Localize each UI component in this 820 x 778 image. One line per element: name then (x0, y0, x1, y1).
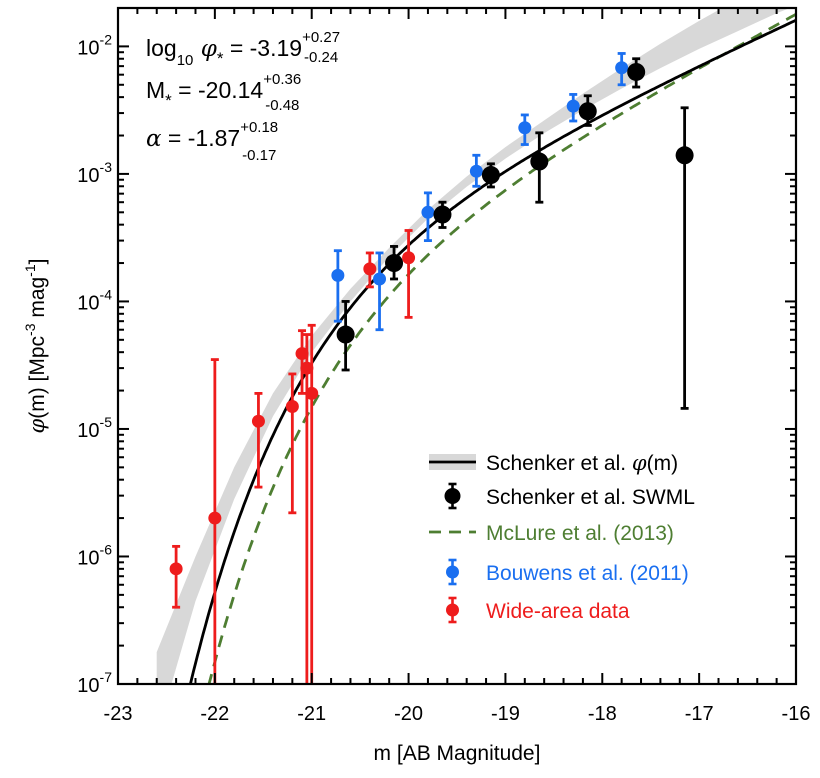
x-tick-label: -20 (394, 703, 423, 725)
bouwens-point (469, 164, 483, 178)
swml-point (530, 152, 549, 171)
wide-area-point (251, 414, 265, 428)
x-tick-label: -16 (782, 703, 811, 725)
mclure-curve (207, 12, 796, 684)
legend-label: Bouwens et al. (2011) (486, 562, 689, 585)
wide-area-point (295, 347, 309, 361)
x-tick-label: -22 (200, 703, 229, 725)
x-tick-label: -17 (685, 703, 714, 725)
bouwens-point (373, 272, 387, 286)
m-star-annotation: M* = -20.14+0.36 -0.48 (146, 71, 301, 114)
y-tick-label: 10-4 (77, 286, 112, 314)
bouwens-point (615, 61, 629, 75)
data-point-layer (169, 52, 694, 684)
swml-point (578, 102, 597, 121)
legend-point-swatch (444, 488, 461, 504)
schenker-fit-curve (188, 18, 796, 684)
confidence-band-layer (156, 8, 790, 684)
bouwens-point (331, 268, 345, 282)
wide-area-point (363, 262, 377, 276)
swml-point (433, 205, 452, 224)
bouwens-point (566, 99, 580, 113)
wide-area-point (305, 386, 319, 400)
phi-star-annotation: log10 φ* = -3.19+0.27 -0.24 (146, 29, 340, 69)
x-tick-label: -21 (297, 703, 326, 725)
swml-point (627, 62, 646, 81)
swml-point (385, 254, 404, 273)
bouwens-point (421, 205, 435, 219)
y-axis-label: φ(m) [Mpc-3 mag-1] (22, 259, 49, 434)
legend-label: Schenker et al. φ(m) (486, 451, 678, 475)
alpha-annotation: α = -1.87+0.18 -0.17 (146, 119, 278, 164)
svg-text:φ(m) [Mpc-3 mag-1]: φ(m) [Mpc-3 mag-1] (22, 259, 49, 434)
wide-area-point (169, 562, 183, 576)
y-tick-label: 10-7 (77, 669, 112, 697)
x-tick-label: -19 (491, 703, 520, 725)
swml-point (336, 325, 355, 344)
axis-tick-layer: -23 -22 -21 -20 -19 -18 -17 -16 10-7 10-6 10-5 10-4… (77, 7, 811, 725)
fit-parameter-annotations: log10 φ* = -3.19+0.27 -0.24M* = -20.14+0.… (146, 29, 340, 164)
legend: Schenker et al. φ(m) Schenker et al. SWML… (429, 451, 695, 624)
y-tick-label: 10-6 (77, 541, 112, 569)
legend-point-swatch (446, 603, 459, 617)
legend-point-swatch (446, 565, 459, 579)
swml-point (675, 146, 694, 165)
swml-point (481, 166, 500, 185)
model-curve-layer (188, 12, 796, 684)
legend-label: Schenker et al. SWML (486, 486, 695, 509)
y-tick-label: 10-3 (77, 159, 112, 187)
y-tick-label: 10-2 (77, 31, 112, 59)
wide-area-point (402, 251, 416, 265)
y-tick-label: 10-5 (77, 414, 112, 442)
plot-frame (116, 6, 798, 686)
legend-label: Wide-area data (486, 600, 630, 623)
confidence-band (156, 8, 790, 684)
x-tick-label: -18 (588, 703, 617, 725)
wide-area-point (208, 511, 222, 525)
x-axis-label: m [AB Magnitude] (374, 742, 541, 765)
legend-label: McLure et al. (2013) (486, 522, 674, 545)
bouwens-point (518, 121, 532, 135)
x-tick-label: -23 (104, 703, 133, 725)
wide-area-point (285, 399, 299, 413)
wide-area-point (300, 361, 314, 375)
